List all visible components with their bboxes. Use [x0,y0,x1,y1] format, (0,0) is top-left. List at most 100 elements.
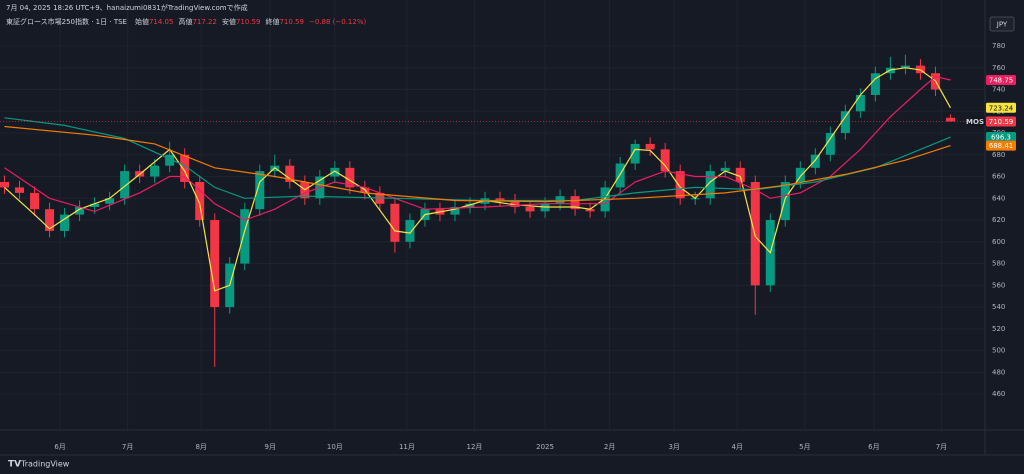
candle-body [945,117,955,122]
brand: TradingView [20,460,70,469]
legend-value: 710.59 [236,18,261,26]
series-badge-box [986,102,1016,113]
candle-body [495,198,505,201]
candle-body [855,94,865,112]
candle-body [510,200,520,208]
candle-body [585,209,595,212]
candle-body [450,207,460,215]
legend-title: 東証グロース市場250指数 · 1日 · TSE [6,17,127,26]
candle-body [780,181,790,221]
legend-label: 終値 [265,17,279,26]
candle-body [105,198,115,204]
candle-body [165,154,175,166]
candle-body [195,181,205,221]
series-badge: 748.75 [989,77,1014,85]
symbol-badge: MOS [966,118,984,126]
candle-body [645,143,655,150]
candle-body [720,167,730,172]
currency-box [989,16,1015,32]
price-badge: 710.59 [989,118,1014,126]
candle-body [660,149,670,172]
y-tick-label: 600 [992,238,1005,246]
series-badge-box [986,140,1016,151]
legend-change: −0.88 (−0.12%) [309,18,367,26]
candle-body [750,181,760,286]
candle-body [15,187,25,193]
y-tick-label: 740 [992,86,1005,94]
series-badge: 696.3 [991,134,1011,142]
brand-logo: TV [8,460,21,470]
x-tick-label: 2025 [536,443,554,451]
candle-body [525,207,535,212]
candle-body [405,220,415,242]
symbol-box [970,116,985,127]
candle-body [825,133,835,155]
y-tick-label: 640 [992,194,1005,202]
y-tick-label: 520 [992,325,1005,333]
x-tick-label: 6月 [54,443,65,451]
candle-body [795,167,805,182]
candle-body [0,181,10,188]
x-tick-label: 12月 [467,443,483,451]
x-tick-label: 7月 [936,443,947,451]
currency: JPY [996,21,1008,29]
x-tick-label: 5月 [799,443,810,451]
series-badge: 688.41 [989,142,1014,150]
y-tick-label: 780 [992,42,1005,50]
x-tick-label: 2月 [604,443,615,451]
x-tick-label: 8月 [195,443,206,451]
legend-value: 710.59 [279,18,304,26]
candle-body [870,73,880,95]
header: 7月 04, 2025 18:26 UTC+9、hanaizumi0831がTr… [6,3,248,12]
x-tick-label: 7月 [122,443,133,451]
candle-body [75,207,85,215]
candle-body [570,196,580,210]
legend-label: 始値 [135,17,149,26]
candle-body [630,143,640,164]
y-tick-label: 460 [992,390,1005,398]
candle-body [285,165,295,182]
legend-label: 安値 [222,17,236,26]
y-tick-label: 660 [992,173,1005,181]
y-tick-label: 560 [992,281,1005,289]
series-badge: 723.24 [989,104,1014,112]
candle-body [180,154,190,182]
candle-body [255,171,265,210]
candle-body [90,203,100,208]
candle-body [735,167,745,182]
x-tick-label: 4月 [732,443,743,451]
y-tick-label: 680 [992,151,1005,159]
plot [0,54,985,367]
candle-body [840,111,850,134]
legend-label: 高値 [178,17,192,26]
candle-body [45,209,55,231]
series-badge-box [986,75,1016,86]
x-tick-label: 9月 [265,443,276,451]
ma-line [4,75,951,221]
y-tick-label: 760 [992,64,1005,72]
candle-body [60,214,70,231]
candle-body [345,167,355,188]
y-tick-label: 540 [992,303,1005,311]
legend-value: 717.22 [192,18,217,26]
candle-body [150,165,160,177]
ma-line [4,125,951,203]
candle-body [120,171,130,199]
candle-body [390,203,400,242]
x-tick-label: 3月 [668,443,679,451]
legend-value: 714.05 [149,18,174,26]
candle-body [330,167,340,177]
x-tick-label: 11月 [399,443,415,451]
x-tick-label: 6月 [868,443,879,451]
candle-body [900,65,910,68]
y-tick-label: 580 [992,260,1005,268]
x-tick-label: 10月 [327,443,343,451]
series-badge-box [986,132,1016,143]
y-tick-label: 620 [992,216,1005,224]
candle-body [240,209,250,264]
candle-body [705,171,715,199]
candle-body [210,220,220,308]
